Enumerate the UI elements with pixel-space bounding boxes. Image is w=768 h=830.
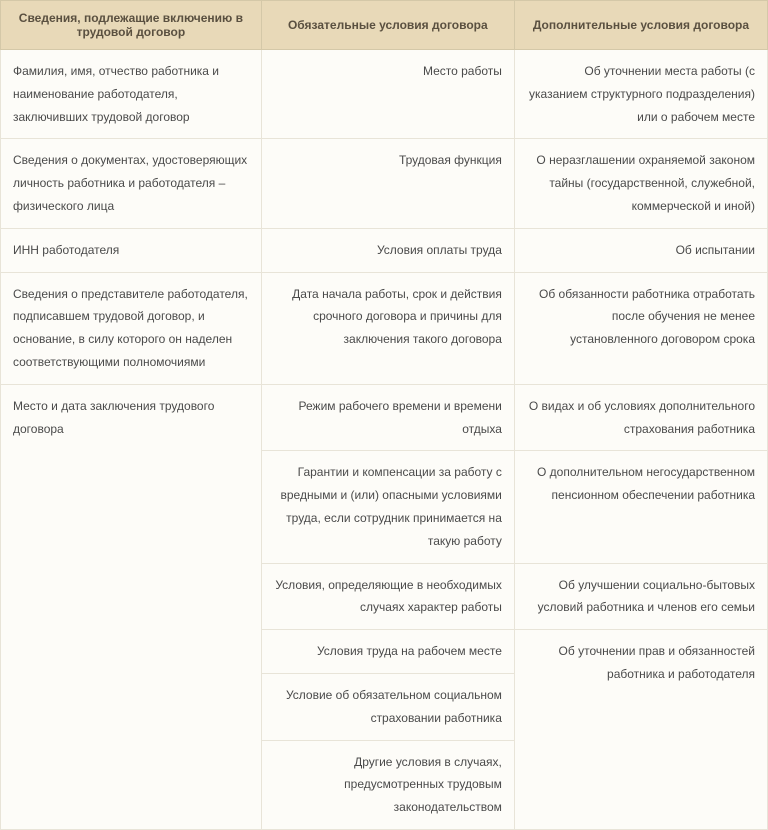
cell-r6c2: Гарантии и компенсации за работу с вредн… [261, 451, 514, 563]
cell-r8c3: Об уточнении прав и обязанностей работни… [514, 630, 767, 830]
table-header-row: Сведения, подлежащие включению в трудово… [1, 1, 768, 50]
cell-r2c2: Трудовая функция [261, 139, 514, 228]
cell-r4c1: Сведения о представителе работодателя, п… [1, 272, 262, 384]
cell-r5c3: О видах и об условиях дополнительного ст… [514, 384, 767, 451]
cell-r4c2: Дата начала работы, срок и действия сроч… [261, 272, 514, 384]
cell-r8c2: Условия труда на рабочем месте [261, 630, 514, 674]
contract-conditions-table: Сведения, подлежащие включению в трудово… [0, 0, 768, 830]
header-col2: Обязательные условия договора [261, 1, 514, 50]
cell-r3c2: Условия оплаты труда [261, 228, 514, 272]
table-row: Сведения о представителе работодателя, п… [1, 272, 768, 384]
table-row: Сведения о документах, удостоверяющих ли… [1, 139, 768, 228]
cell-r1c2: Место работы [261, 50, 514, 139]
cell-r2c1: Сведения о документах, удостоверяющих ли… [1, 139, 262, 228]
table-row: ИНН работодателя Условия оплаты труда Об… [1, 228, 768, 272]
cell-r2c3: О неразглашении охраняемой законом тайны… [514, 139, 767, 228]
table-row: Место и дата заключения трудового догово… [1, 384, 768, 451]
cell-r7c2: Условия, определяющие в необходимых случ… [261, 563, 514, 630]
cell-r4c3: Об обязанности работника отработать посл… [514, 272, 767, 384]
cell-r5c2: Режим рабочего времени и времени отдыха [261, 384, 514, 451]
cell-r1c1: Фамилия, имя, отчество работника и наиме… [1, 50, 262, 139]
header-col1: Сведения, подлежащие включению в трудово… [1, 1, 262, 50]
cell-r3c3: Об испытании [514, 228, 767, 272]
table-row: Фамилия, имя, отчество работника и наиме… [1, 50, 768, 139]
cell-r1c3: Об уточнении места работы (с указанием с… [514, 50, 767, 139]
cell-r3c1: ИНН работодателя [1, 228, 262, 272]
cell-r5c1: Место и дата заключения трудового догово… [1, 384, 262, 829]
header-col3: Дополнительные условия договора [514, 1, 767, 50]
cell-r10c2: Другие условия в случаях, предусмотренны… [261, 740, 514, 829]
cell-r6c3: О дополнительном негосударственном пенси… [514, 451, 767, 563]
cell-r7c3: Об улучшении социально-бытовых условий р… [514, 563, 767, 630]
cell-r9c2: Условие об обязательном социальном страх… [261, 673, 514, 740]
